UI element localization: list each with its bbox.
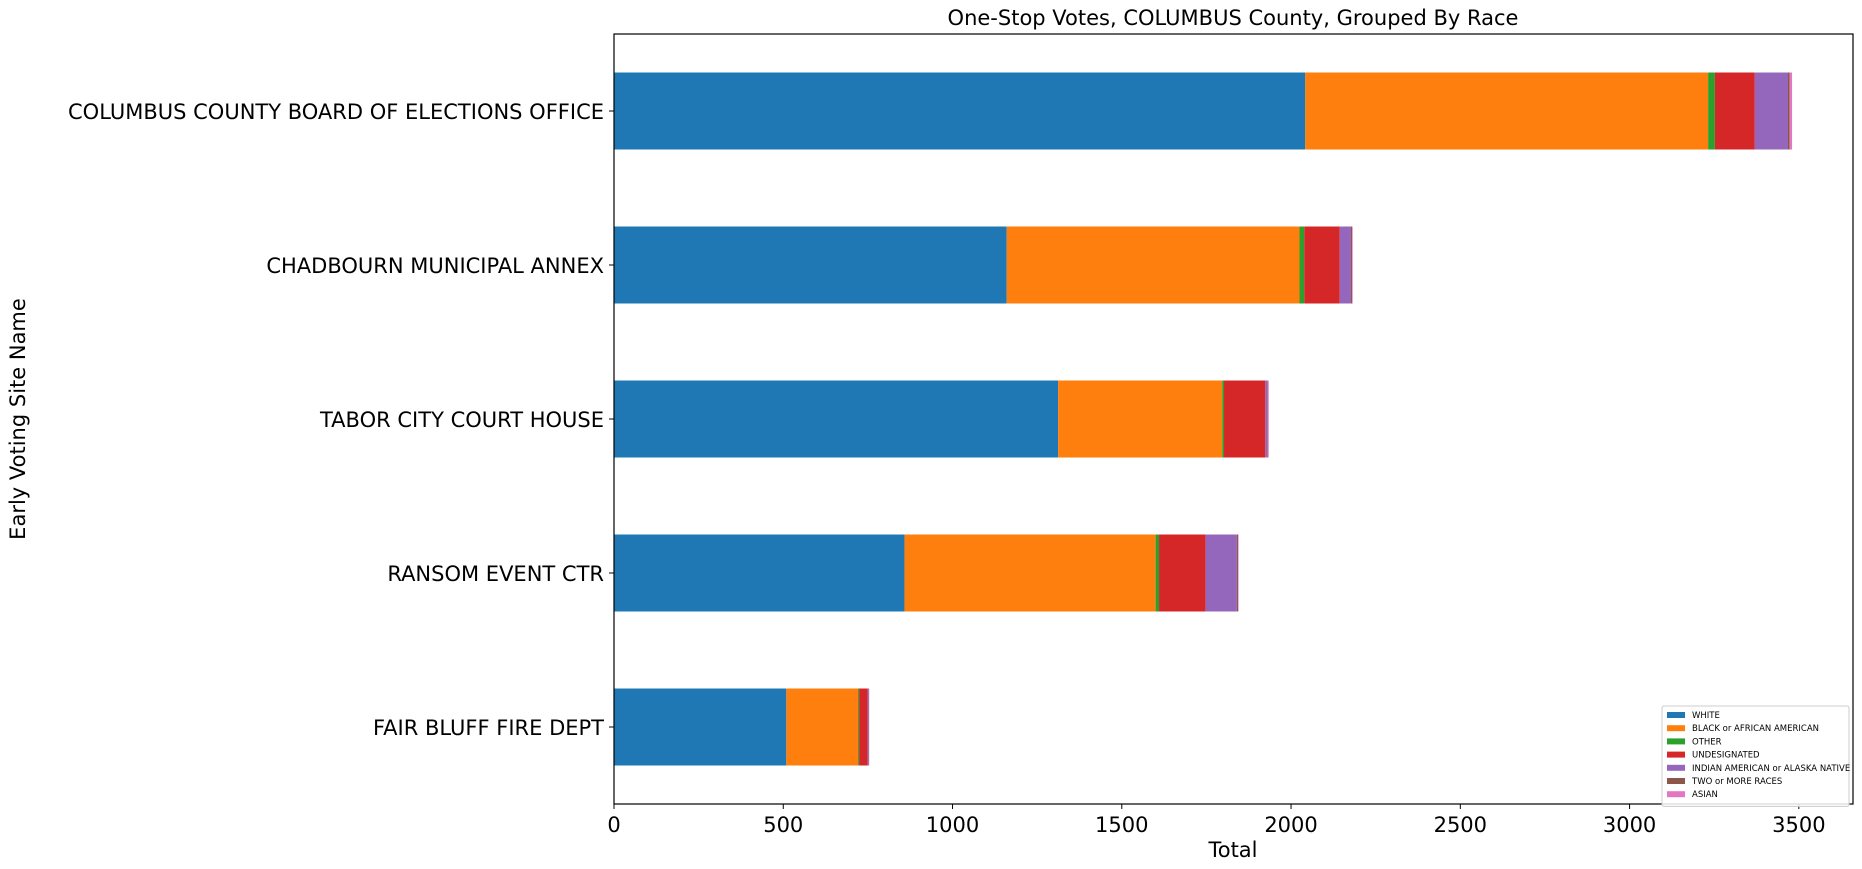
legend-swatch	[1667, 764, 1685, 771]
y-axis-label: Early Voting Site Name	[6, 298, 30, 540]
legend-swatch	[1667, 725, 1685, 732]
bar-segment	[1299, 226, 1305, 304]
legend-swatch	[1667, 778, 1685, 784]
legend-swatch	[1667, 712, 1685, 718]
bar-segment	[1159, 534, 1206, 612]
bar-segment	[859, 688, 868, 766]
x-tick-label: 3000	[1603, 813, 1656, 837]
legend-swatch	[1667, 738, 1685, 745]
bar-segment	[1351, 226, 1353, 304]
legend-label: OTHER	[1692, 737, 1722, 747]
legend-swatch	[1667, 751, 1685, 758]
x-tick-label: 500	[763, 813, 803, 837]
legend-label: ASIAN	[1692, 790, 1718, 800]
y-tick-label: TABOR CITY COURT HOUSE	[319, 408, 604, 432]
bar-segment	[1205, 534, 1237, 612]
y-tick-label: CHADBOURN MUNICIPAL ANNEX	[266, 254, 604, 278]
legend-label: INDIAN AMERICAN or ALASKA NATIVE	[1692, 764, 1850, 774]
bar-segment	[614, 380, 1059, 458]
legend-swatch	[1667, 791, 1685, 798]
bar-segment	[786, 688, 859, 766]
bar-segment	[1236, 534, 1239, 612]
bar-segment	[1265, 380, 1268, 458]
bar-segment	[614, 688, 787, 766]
bar-segment	[1304, 226, 1340, 304]
bar-segment	[1305, 72, 1709, 150]
bar-segment	[1267, 380, 1268, 458]
bar-segment	[614, 534, 905, 612]
bar-segment	[1350, 226, 1352, 304]
y-tick-label: RANSOM EVENT CTR	[387, 562, 604, 586]
bar-segment	[1224, 380, 1266, 458]
bar-segment	[1789, 72, 1793, 150]
y-tick-label: COLUMBUS COUNTY BOARD OF ELECTIONS OFFIC…	[68, 100, 604, 124]
bar-segment	[904, 534, 1156, 612]
bar-segment	[867, 688, 869, 766]
bar-segment	[1754, 72, 1789, 150]
x-tick-label: 2000	[1264, 813, 1317, 837]
bar-segment	[1788, 72, 1790, 150]
bar-segment	[1006, 226, 1300, 304]
bar-segment	[1708, 72, 1715, 150]
bar-segment	[1155, 534, 1160, 612]
x-tick-label: 3500	[1772, 813, 1825, 837]
bar-segment	[1714, 72, 1755, 150]
y-tick-label: FAIR BLUFF FIRE DEPT	[373, 716, 604, 740]
x-tick-label: 1500	[1095, 813, 1148, 837]
legend: WHITE BLACK or AFRICAN AMERICAN OTHER UNDES…	[1661, 705, 1850, 807]
bar-segment	[858, 688, 860, 766]
legend-label: UNDESIGNATED	[1692, 751, 1760, 761]
x-axis-label: Total	[1207, 838, 1257, 862]
x-tick-label: 0	[607, 813, 620, 837]
legend-label: WHITE	[1692, 711, 1720, 721]
x-tick-label: 1000	[926, 813, 979, 837]
x-axis: 0 500 1000 1500 2000 2500 3000 3500	[607, 804, 1826, 837]
y-axis: COLUMBUS COUNTY BOARD OF ELECTIONS OFFIC…	[68, 100, 614, 740]
bar-segment	[1222, 380, 1225, 458]
bar-segment	[1267, 380, 1269, 458]
bar-segment	[614, 72, 1306, 150]
legend-label: BLACK or AFRICAN AMERICAN	[1692, 724, 1819, 734]
legend-label: TWO or MORE RACES	[1691, 777, 1782, 787]
plot-area	[614, 72, 1793, 766]
chart-title: One-Stop Votes, COLUMBUS County, Grouped…	[948, 6, 1519, 30]
x-tick-label: 2500	[1434, 813, 1487, 837]
bar-segment	[1339, 226, 1351, 304]
bar-segment	[1058, 380, 1223, 458]
legend-frame	[1661, 705, 1850, 807]
bar-segment	[614, 226, 1007, 304]
